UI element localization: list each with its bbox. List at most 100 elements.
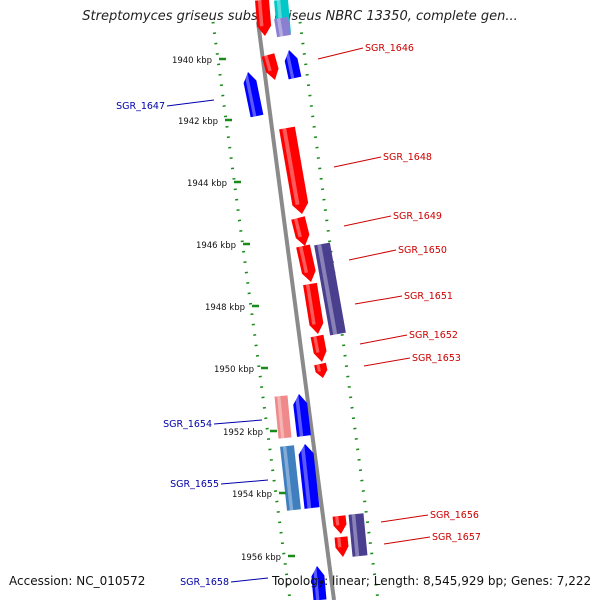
gene-label-right: SGR_1648 [383,152,432,163]
label-leader [220,479,269,485]
gene-sgr1657-dark-shine [351,514,360,557]
gene-top-c-shine [276,18,284,37]
gene-sgr1654-a-shine [277,396,285,439]
gene-sgr1655-b-body [298,444,320,509]
gene-sgr1649-shine [293,218,302,238]
gene-sgr1649-body [291,216,310,246]
tick-label: 1946 kbp [196,241,236,251]
gene-sgr1651-shine [305,284,316,325]
gene-label-right: SGR_1646 [365,43,414,54]
gene-sgr1650-dark [314,242,346,336]
gene-top-a [255,0,272,36]
gene-sgr1651 [303,282,324,334]
gene-sgr1650-body [296,244,316,282]
gene-label-right: SGR_1652 [409,330,458,341]
gene-sgr1648-shine [282,128,300,205]
gene-sgr1648-body [279,126,309,214]
gene-sgr1650-dark-shine [317,244,338,335]
gene-label-left: SGR_1655 [170,479,219,490]
tick-label: 1950 kbp [214,365,254,375]
gene-sgr1650-dark-body [314,242,346,336]
gene-label-right: SGR_1653 [412,353,461,364]
gene-sgr1657-shine [337,537,342,548]
gene-sgr1657 [334,536,349,557]
gene-label-right: SGR_1650 [398,245,447,256]
gene-sgr1652 [310,334,327,362]
tick-label: 1952 kbp [223,428,263,438]
tick-label: 1956 kbp [241,553,281,563]
gene-sgr1646-a-shine [264,55,272,72]
gene-label-left: SGR_1647 [116,101,165,112]
gene-sgr1657-dark-body [348,513,368,557]
gene-label-right: SGR_1651 [404,291,453,302]
gene-sgr1653-shine [316,364,321,372]
gene-sgr1653 [314,362,328,378]
gene-sgr1656 [332,515,347,534]
label-leader [213,419,263,425]
gene-sgr1647-body [243,72,264,118]
label-leader [359,334,408,345]
gene-label-right: SGR_1649 [393,211,442,222]
gene-sgr1655-a-shine [282,446,294,511]
gene-sgr1653-body [314,362,328,378]
tick-label: 1948 kbp [205,303,245,313]
gene-sgr1649 [291,216,310,246]
gene-sgr1646-b [284,50,302,80]
gene-sgr1652-shine [313,336,320,353]
gene-sgr1647 [243,72,264,118]
tick-label: 1942 kbp [178,117,218,127]
label-leader [230,577,269,583]
gene-labels: SGR_1646 SGR_1648 SGR_1649 SGR_1650 SGR_1651… [116,43,481,588]
tick-label: 1954 kbp [232,490,272,500]
gene-top-a-body [255,0,272,36]
gene-label-left: SGR_1654 [163,419,212,430]
label-leader [354,295,403,305]
gene-top-c-body [274,16,291,38]
gene-sgr1646-b-body [284,50,302,80]
map-title: Streptomyces griseus subsp. griseus NBRC… [82,9,518,24]
gene-sgr1648 [279,126,309,214]
gene-sgr1657-dark [348,513,368,557]
tick-label: 1944 kbp [187,179,227,189]
gene-sgr1646-b-shine [285,50,295,79]
gene-sgr1657-body [334,536,349,557]
label-leader [166,99,215,107]
gene-sgr1656-body [332,515,347,534]
label-leader [317,47,364,60]
tick-label: 1940 kbp [172,56,212,66]
label-leader [333,156,382,168]
gene-label-right: SGR_1657 [432,532,481,543]
gene-track [243,0,368,600]
accession-text: Accession: NC_010572 [9,574,146,588]
gene-sgr1651-body [303,282,324,334]
gene-sgr1650 [296,244,316,282]
label-leader [343,215,392,227]
gene-sgr1655-b-shine [300,444,312,509]
label-leader [348,249,397,261]
gene-sgr1655-b [298,444,320,509]
backbone-line [256,21,336,600]
label-leader [383,536,431,545]
gene-top-c [274,16,291,38]
gene-sgr1658 [311,566,327,600]
gene-sgr1654-a [274,395,292,439]
gene-sgr1658-body [311,566,327,600]
gene-sgr1654-a-body [274,395,292,439]
gene-sgr1654-b-shine [294,394,304,437]
gene-label-left: SGR_1658 [180,577,229,588]
tick-marks: 1940 kbp 1942 kbp 1944 kbp 1946 kbp 1948 kbp… [172,56,295,563]
gene-sgr1656-shine [335,516,340,526]
label-leader [363,357,411,367]
gene-sgr1646-a-body [261,53,279,80]
gene-sgr1654-b [293,394,311,437]
gene-sgr1655-a-body [280,445,301,511]
gene-label-right: SGR_1656 [430,510,479,521]
gene-sgr1652-body [310,334,327,362]
gene-sgr1654-b-body [293,394,311,437]
gene-sgr1646-a [261,53,279,80]
gene-top-a-shine [257,0,264,27]
gene-sgr1658-shine [313,566,320,600]
genome-summary: Topology: linear; Length: 8,545,929 bp; … [272,574,592,588]
gene-sgr1655-a [280,445,301,511]
